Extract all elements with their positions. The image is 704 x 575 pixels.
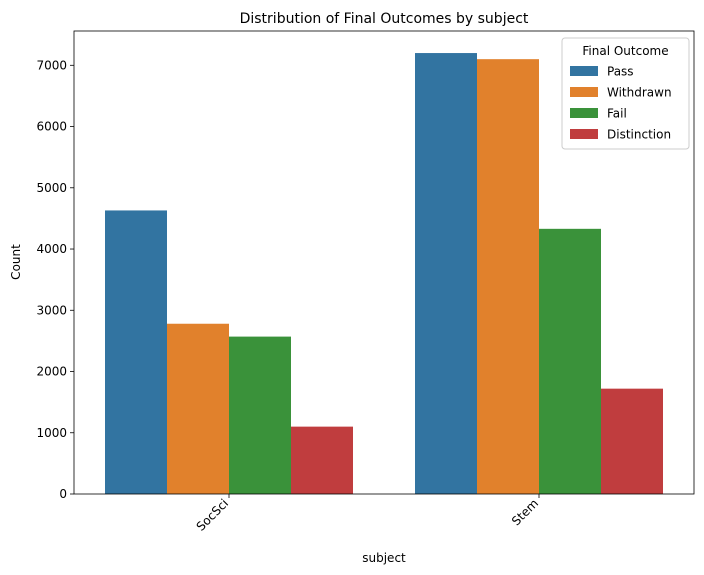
bar-fail-socsci [229,336,291,494]
plot-frame [73,30,695,495]
y-tick-label: 3000 [36,303,67,317]
y-tick-label: 7000 [36,58,67,72]
bar-pass-socsci [105,210,167,494]
x-axis-label: subject [362,551,406,565]
y-tick-label: 2000 [36,365,67,379]
y-tick-label: 0 [59,487,67,501]
legend-items: Pass Withdrawn Fail Distinction [570,65,672,142]
x-tick-label: SocSci [194,496,232,534]
legend-swatch-distinction [570,129,598,139]
bar-withdrawn-stem [477,59,539,495]
y-tick-label: 4000 [36,242,67,256]
y-tick-label: 5000 [36,181,67,195]
bar-withdrawn-socsci [167,323,229,494]
legend: Final Outcome Pass Withdrawn Fail Distincti… [561,37,690,150]
legend-box [561,37,690,150]
chart-title: Distribution of Final Outcomes by subjec… [240,11,529,27]
bar-fail-stem [539,228,601,494]
x-tick-label: Stem [509,496,541,528]
legend-swatch-fail [570,108,598,118]
y-axis-label: Count [9,244,23,280]
x-axis: SocSci Stem [194,494,541,534]
legend-label-withdrawn: Withdrawn [607,86,672,100]
y-tick-label: 6000 [36,120,67,134]
bars-group [105,53,663,495]
bar-distinction-stem [601,388,663,494]
bar-pass-stem [415,53,477,495]
legend-label-distinction: Distinction [607,128,671,142]
legend-swatch-withdrawn [570,87,598,97]
y-tick-label: 1000 [36,426,67,440]
legend-swatch-pass [570,66,598,76]
bar-distinction-socsci [291,426,353,494]
legend-label-fail: Fail [607,107,627,121]
legend-title: Final Outcome [582,44,668,58]
legend-label-pass: Pass [607,65,634,79]
y-axis: 0 1000 2000 3000 4000 5000 6000 7000 [36,58,74,501]
